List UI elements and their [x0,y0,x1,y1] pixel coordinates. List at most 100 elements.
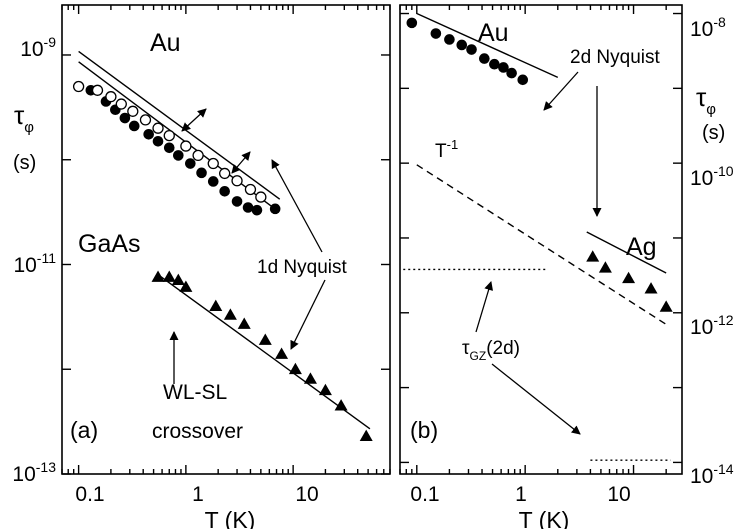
label-tau-gz: τGZ(2d) [462,338,520,363]
x-axis-label-b: T (K) [519,507,570,529]
panel-a-ticks [61,5,391,475]
au-circle-filled-point [152,135,164,147]
au-circle-filled-point [506,67,517,79]
au-circle-filled-point [251,204,263,216]
double-arrow-a-2 [231,151,251,174]
au-circle-filled-point [498,62,509,73]
au-circle-filled-point [269,203,281,215]
tick-label-x-a-1: 1 [192,483,204,506]
ag-triangle-filled-point [644,282,658,294]
au-circle-open-point [180,140,192,152]
panel-label-b: (b) [410,417,438,443]
gaas-triangle-filled-point [334,399,348,411]
label-ag: Ag [626,233,657,261]
fit-line-solid [586,231,667,274]
au-circle-filled-point [185,158,196,169]
gaas-triangle-filled-point [359,429,373,441]
fit-line-solid [416,12,559,79]
tick-label-x-b-1: 1 [515,483,527,506]
tick-label-x-a-2: 10 [295,483,318,506]
fit-line-solid [160,275,371,430]
au-circle-filled-point [128,120,140,132]
panel-b-frame [399,4,683,475]
x-axis-label-a: T (K) [205,507,256,529]
tick-label-y-b-0: 10-8 [690,14,726,41]
au-circle-filled-point [163,142,175,154]
nyquist-arrow-a-lower [290,279,326,350]
y-axis-label-a: τφ [14,100,34,136]
au-circle-open-point [219,167,231,180]
au-circle-filled-point [406,17,418,29]
panel-label-a: (a) [70,417,98,443]
au-circle-filled-point [207,176,219,187]
label-2d-nyquist: 2d Nyquist [570,47,660,68]
gaas-triangle-filled-point [179,280,193,292]
ag-triangle-filled-point [659,300,673,312]
gaas-triangle-filled-point [162,270,176,282]
label-crossover: crossover [152,420,243,443]
panel-b-markers [406,17,673,312]
gaas-triangle-filled-point [237,317,251,329]
au-circle-filled-point [242,202,254,213]
gaas-triangle-filled-point [209,299,223,312]
gaas-triangle-filled-point [275,347,289,359]
tick-label-x-b-2: 10 [607,483,630,506]
ag-triangle-filled-point [622,271,636,284]
au-circle-filled-point [444,34,455,45]
au-circle-filled-point [196,167,207,179]
gaas-triangle-filled-point [288,362,302,375]
tick-label-y-b-3: 10-14 [690,461,734,488]
au-circle-filled-point [119,112,131,124]
fit-line-solid [78,61,274,209]
y-axis-label-b: τφ [696,82,716,118]
au-circle-filled-point [479,53,490,64]
au-circle-open-point [115,98,127,110]
tick-label-y-a-2: 10-13 [12,459,56,486]
double-arrow-a-1 [181,108,207,132]
au-circle-open-point [255,191,267,203]
nyquist-arrow-a-upper [271,159,323,253]
au-circle-filled-point [173,150,184,161]
au-circle-filled-point [456,39,468,51]
au-circle-filled-point [489,58,500,70]
gaas-triangle-filled-point [318,383,332,396]
tick-label-y-b-2: 10-12 [690,312,734,339]
au-circle-open-point [192,149,204,162]
label-1d-nyquist: 1d Nyquist [257,257,347,278]
gaas-triangle-filled-point [258,333,272,345]
gaas-triangle-filled-point [151,270,165,282]
au-circle-open-point [152,122,164,134]
au-circle-open-point [72,80,85,93]
au-circle-open-point [244,183,257,196]
au-circle-open-point [163,129,175,142]
label-au-a: Au [150,29,181,57]
y-axis-unit-a: (s) [13,152,36,174]
au-circle-filled-point [466,44,477,55]
tick-label-y-a-1: 10-11 [13,250,56,277]
fit-line-dashed [416,164,667,325]
gaas-triangle-filled-point [223,308,237,320]
panel-b-lines [403,12,671,461]
panel-a-frame [61,4,391,475]
au-circle-filled-point [517,74,529,86]
fit-line-solid [78,50,281,200]
label-wl-sl: WL-SL [163,381,227,404]
tick-label-y-b-1: 10-10 [690,163,734,190]
au-circle-filled-point [219,185,230,197]
ag-triangle-filled-point [598,261,612,273]
au-circle-open-point [105,91,117,103]
gaas-triangle-filled-point [303,372,317,384]
gaas-triangle-filled-point [171,273,185,285]
au-circle-open-point [127,105,139,117]
label-t-inverse: T-1 [435,137,458,162]
tau-gz-arrow-up [475,281,494,333]
au-circle-filled-point [430,28,442,39]
tick-label-x-a-0: 0.1 [75,483,104,506]
au-circle-open-point [207,157,219,170]
au-circle-open-point [139,114,152,126]
nyquist-arrow-b-left [543,71,579,111]
panel-a: 0.1 1 10 10-9 10-11 10-13 T (K) τφ (s) A… [12,4,391,529]
au-circle-open-point [91,84,104,96]
ag-triangle-filled-point [586,250,600,262]
tick-label-x-b-0: 0.1 [410,483,439,506]
